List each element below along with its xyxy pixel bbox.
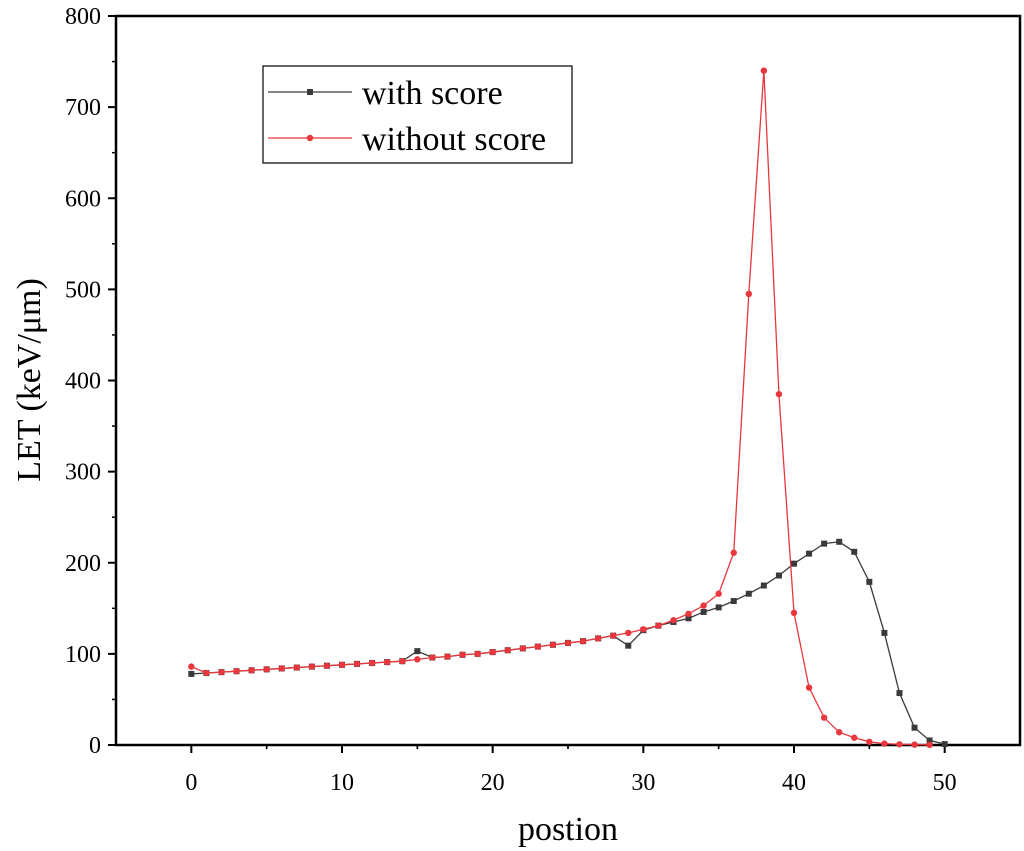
y-tick-label: 700 (65, 95, 101, 121)
data-point-circle (188, 663, 195, 670)
data-point-circle (564, 639, 572, 647)
y-tick-label: 600 (65, 186, 101, 212)
data-point-circle (353, 660, 361, 668)
data-point-circle (368, 659, 376, 667)
legend-box (262, 65, 573, 164)
data-point-circle (504, 647, 511, 654)
data-point-circle (820, 714, 828, 721)
x-tick-label: 20 (481, 770, 505, 796)
data-point-square (730, 598, 737, 605)
data-point-square (625, 642, 632, 649)
data-point-circle (866, 738, 873, 746)
data-point-circle (338, 661, 346, 669)
data-point-circle (805, 684, 813, 691)
data-point-square (836, 538, 843, 545)
data-point-square (806, 550, 813, 557)
data-point-circle (790, 609, 798, 617)
data-point-square (896, 690, 903, 697)
data-point-circle (745, 290, 752, 298)
data-point-square (926, 737, 933, 744)
x-tick-label: 0 (185, 770, 197, 796)
data-point-circle (836, 729, 843, 736)
data-point-circle (926, 741, 933, 749)
data-point-circle (851, 734, 858, 741)
data-point-square (911, 724, 918, 731)
data-point-circle (700, 602, 707, 609)
data-point-circle (444, 653, 451, 660)
legend-marker-square (307, 89, 313, 95)
data-point-circle (308, 663, 316, 670)
data-point-circle (760, 67, 768, 74)
data-point-circle (640, 626, 647, 633)
data-point-square (700, 608, 707, 615)
data-point-circle (278, 665, 285, 672)
data-point-square (775, 572, 782, 579)
x-tick-label: 30 (631, 770, 655, 796)
y-tick-label: 100 (65, 642, 101, 668)
x-tick-label: 50 (933, 770, 957, 796)
data-point-circle (248, 667, 255, 674)
data-point-circle (399, 657, 406, 665)
data-point-square (188, 670, 195, 677)
data-point-square (866, 578, 873, 585)
data-point-circle (594, 635, 602, 642)
data-point-circle (911, 741, 918, 748)
x-tick-label: 40 (782, 770, 806, 796)
legend-marker-circle (306, 134, 314, 142)
legend-label: with score (362, 75, 503, 112)
data-point-circle (414, 656, 421, 663)
legend-label: without score (362, 121, 546, 158)
data-point-circle (670, 616, 677, 624)
data-point-circle (519, 645, 526, 652)
data-point-circle (218, 668, 225, 676)
y-tick-label: 200 (65, 551, 101, 577)
data-point-square (941, 741, 948, 748)
data-point-square (791, 560, 797, 567)
data-point-circle (730, 549, 737, 556)
data-point-circle (323, 662, 331, 669)
data-point-square (745, 590, 752, 597)
data-point-circle (293, 664, 300, 671)
data-point-circle (233, 667, 240, 675)
legend: with score without score (262, 65, 573, 164)
x-tick-label: 10 (330, 770, 354, 796)
data-point-circle (489, 648, 496, 656)
data-point-circle (610, 632, 617, 639)
data-point-circle (655, 622, 662, 629)
y-tick-label: 300 (65, 460, 101, 486)
data-point-square (685, 615, 692, 622)
data-point-circle (896, 741, 903, 748)
data-point-circle (685, 610, 692, 617)
data-point-circle (384, 658, 391, 666)
x-axis-label: postion (518, 811, 618, 848)
data-point-square (715, 604, 722, 611)
data-point-circle (881, 740, 888, 747)
y-tick-label: 500 (65, 277, 101, 303)
data-point-square (881, 629, 888, 636)
data-point-circle (534, 643, 542, 650)
data-point-circle (263, 666, 270, 673)
data-point-circle (715, 590, 722, 597)
data-point-square (851, 548, 858, 555)
data-point-circle (775, 390, 783, 398)
y-tick-label: 400 (65, 369, 101, 395)
data-point-circle (625, 629, 632, 637)
data-point-circle (459, 651, 466, 658)
data-point-circle (429, 654, 436, 661)
y-axis-label: LET (keV/μm) (11, 278, 48, 482)
data-point-square (414, 648, 421, 655)
series-line-1 (191, 70, 930, 746)
data-point-square (821, 540, 828, 547)
y-tick-label: 800 (65, 4, 101, 30)
data-point-circle (474, 650, 481, 658)
data-point-circle (579, 637, 587, 645)
data-point-circle (203, 669, 210, 677)
data-point-square (760, 582, 767, 589)
data-point-circle (549, 641, 557, 648)
series-group (188, 67, 948, 749)
y-tick-label: 0 (89, 733, 101, 759)
